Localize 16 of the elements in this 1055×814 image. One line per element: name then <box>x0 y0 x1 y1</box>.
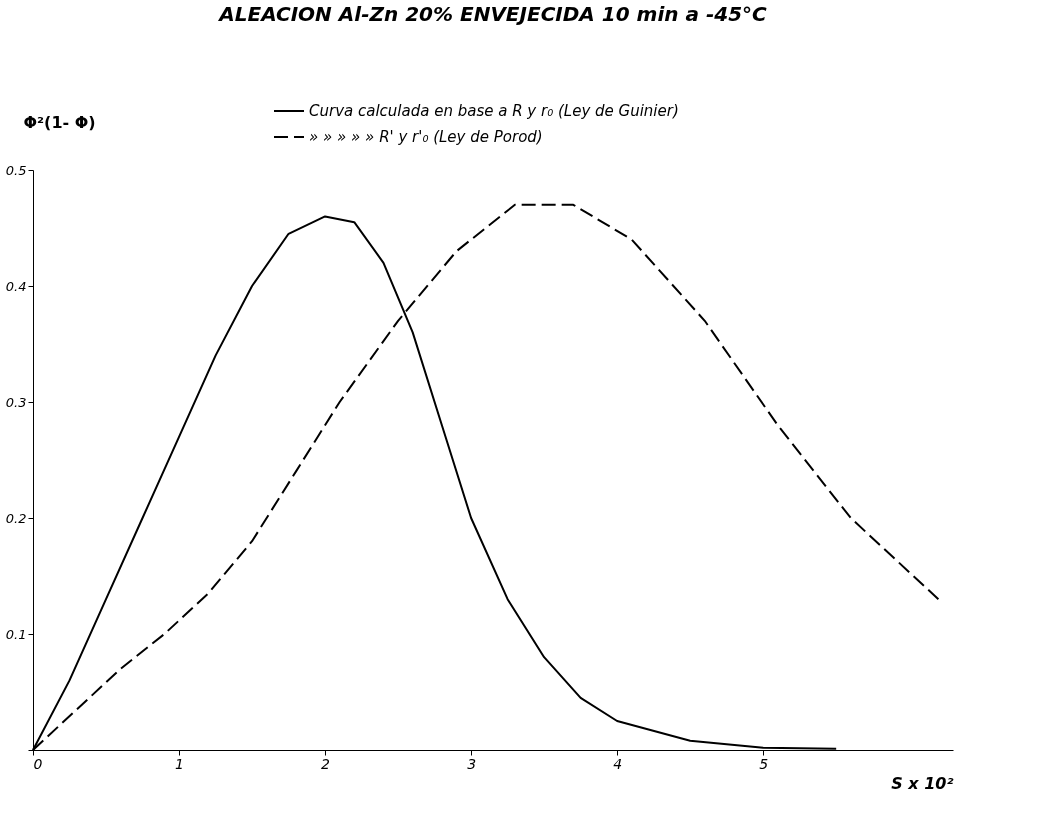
chart-title: ALEACION Al-Zn 20% ENVEJECIDA 10 min a -45°C <box>217 2 768 26</box>
x-tick-label: 2 <box>321 755 331 772</box>
x-tick-label: 0 <box>33 755 43 772</box>
x-tick-label: 5 <box>759 755 769 772</box>
y-axis-title: Φ²(1- Φ) <box>23 112 96 132</box>
x-tick-label: 1 <box>175 755 184 772</box>
y-tick-label: 0.1 <box>5 626 27 642</box>
y-tick-label: 0.2 <box>5 510 27 526</box>
y-tick-label: 0.4 <box>5 278 27 294</box>
x-tick-label: 4 <box>613 755 623 772</box>
y-tick-label: 0.3 <box>5 394 27 410</box>
x-tick-label: 3 <box>467 755 477 772</box>
legend-label: » » » » » R' y r'₀ (Ley de Porod) <box>309 128 543 146</box>
legend-label: Curva calculada en base a R y r₀ (Ley de Guinier) <box>309 102 679 120</box>
y-tick-label: 0.5 <box>5 162 27 178</box>
x-axis-title: S x 10² <box>891 773 954 793</box>
